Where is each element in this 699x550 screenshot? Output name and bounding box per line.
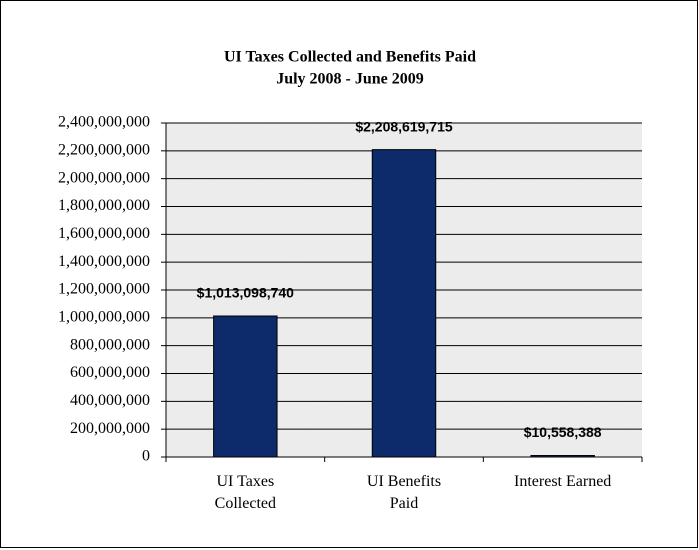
chart-title: UI Taxes Collected and Benefits Paid — [224, 49, 476, 66]
y-tick-label: 1,000,000,000 — [58, 309, 150, 326]
value-label: $2,208,619,715 — [355, 118, 453, 134]
y-tick-label: 0 — [142, 448, 150, 465]
y-tick-label: 600,000,000 — [70, 364, 150, 381]
bar — [371, 149, 437, 458]
y-tick-label: 400,000,000 — [70, 392, 150, 409]
y-tick-label: 2,000,000,000 — [58, 169, 150, 186]
x-tick-label: UI Taxes Collected — [214, 473, 276, 512]
value-label: $1,013,098,740 — [197, 285, 295, 301]
y-tick-label: 800,000,000 — [70, 336, 150, 353]
y-tick-label: 1,200,000,000 — [58, 281, 150, 298]
chart-subtitle: July 2008 - June 2009 — [276, 71, 424, 88]
x-tick-label: Interest Earned — [514, 473, 612, 490]
y-tick-label: 1,800,000,000 — [58, 197, 150, 214]
y-tick-label: 200,000,000 — [70, 420, 150, 437]
x-tick-label: UI Benefits Paid — [366, 473, 442, 512]
y-tick-label: 1,600,000,000 — [58, 225, 150, 242]
bar — [530, 455, 595, 458]
y-tick-label: 2,200,000,000 — [58, 142, 150, 159]
value-label: $10,558,388 — [524, 424, 602, 440]
bar — [213, 315, 278, 458]
y-tick-label: 1,400,000,000 — [58, 253, 150, 270]
y-tick-label: 2,400,000,000 — [58, 114, 150, 131]
